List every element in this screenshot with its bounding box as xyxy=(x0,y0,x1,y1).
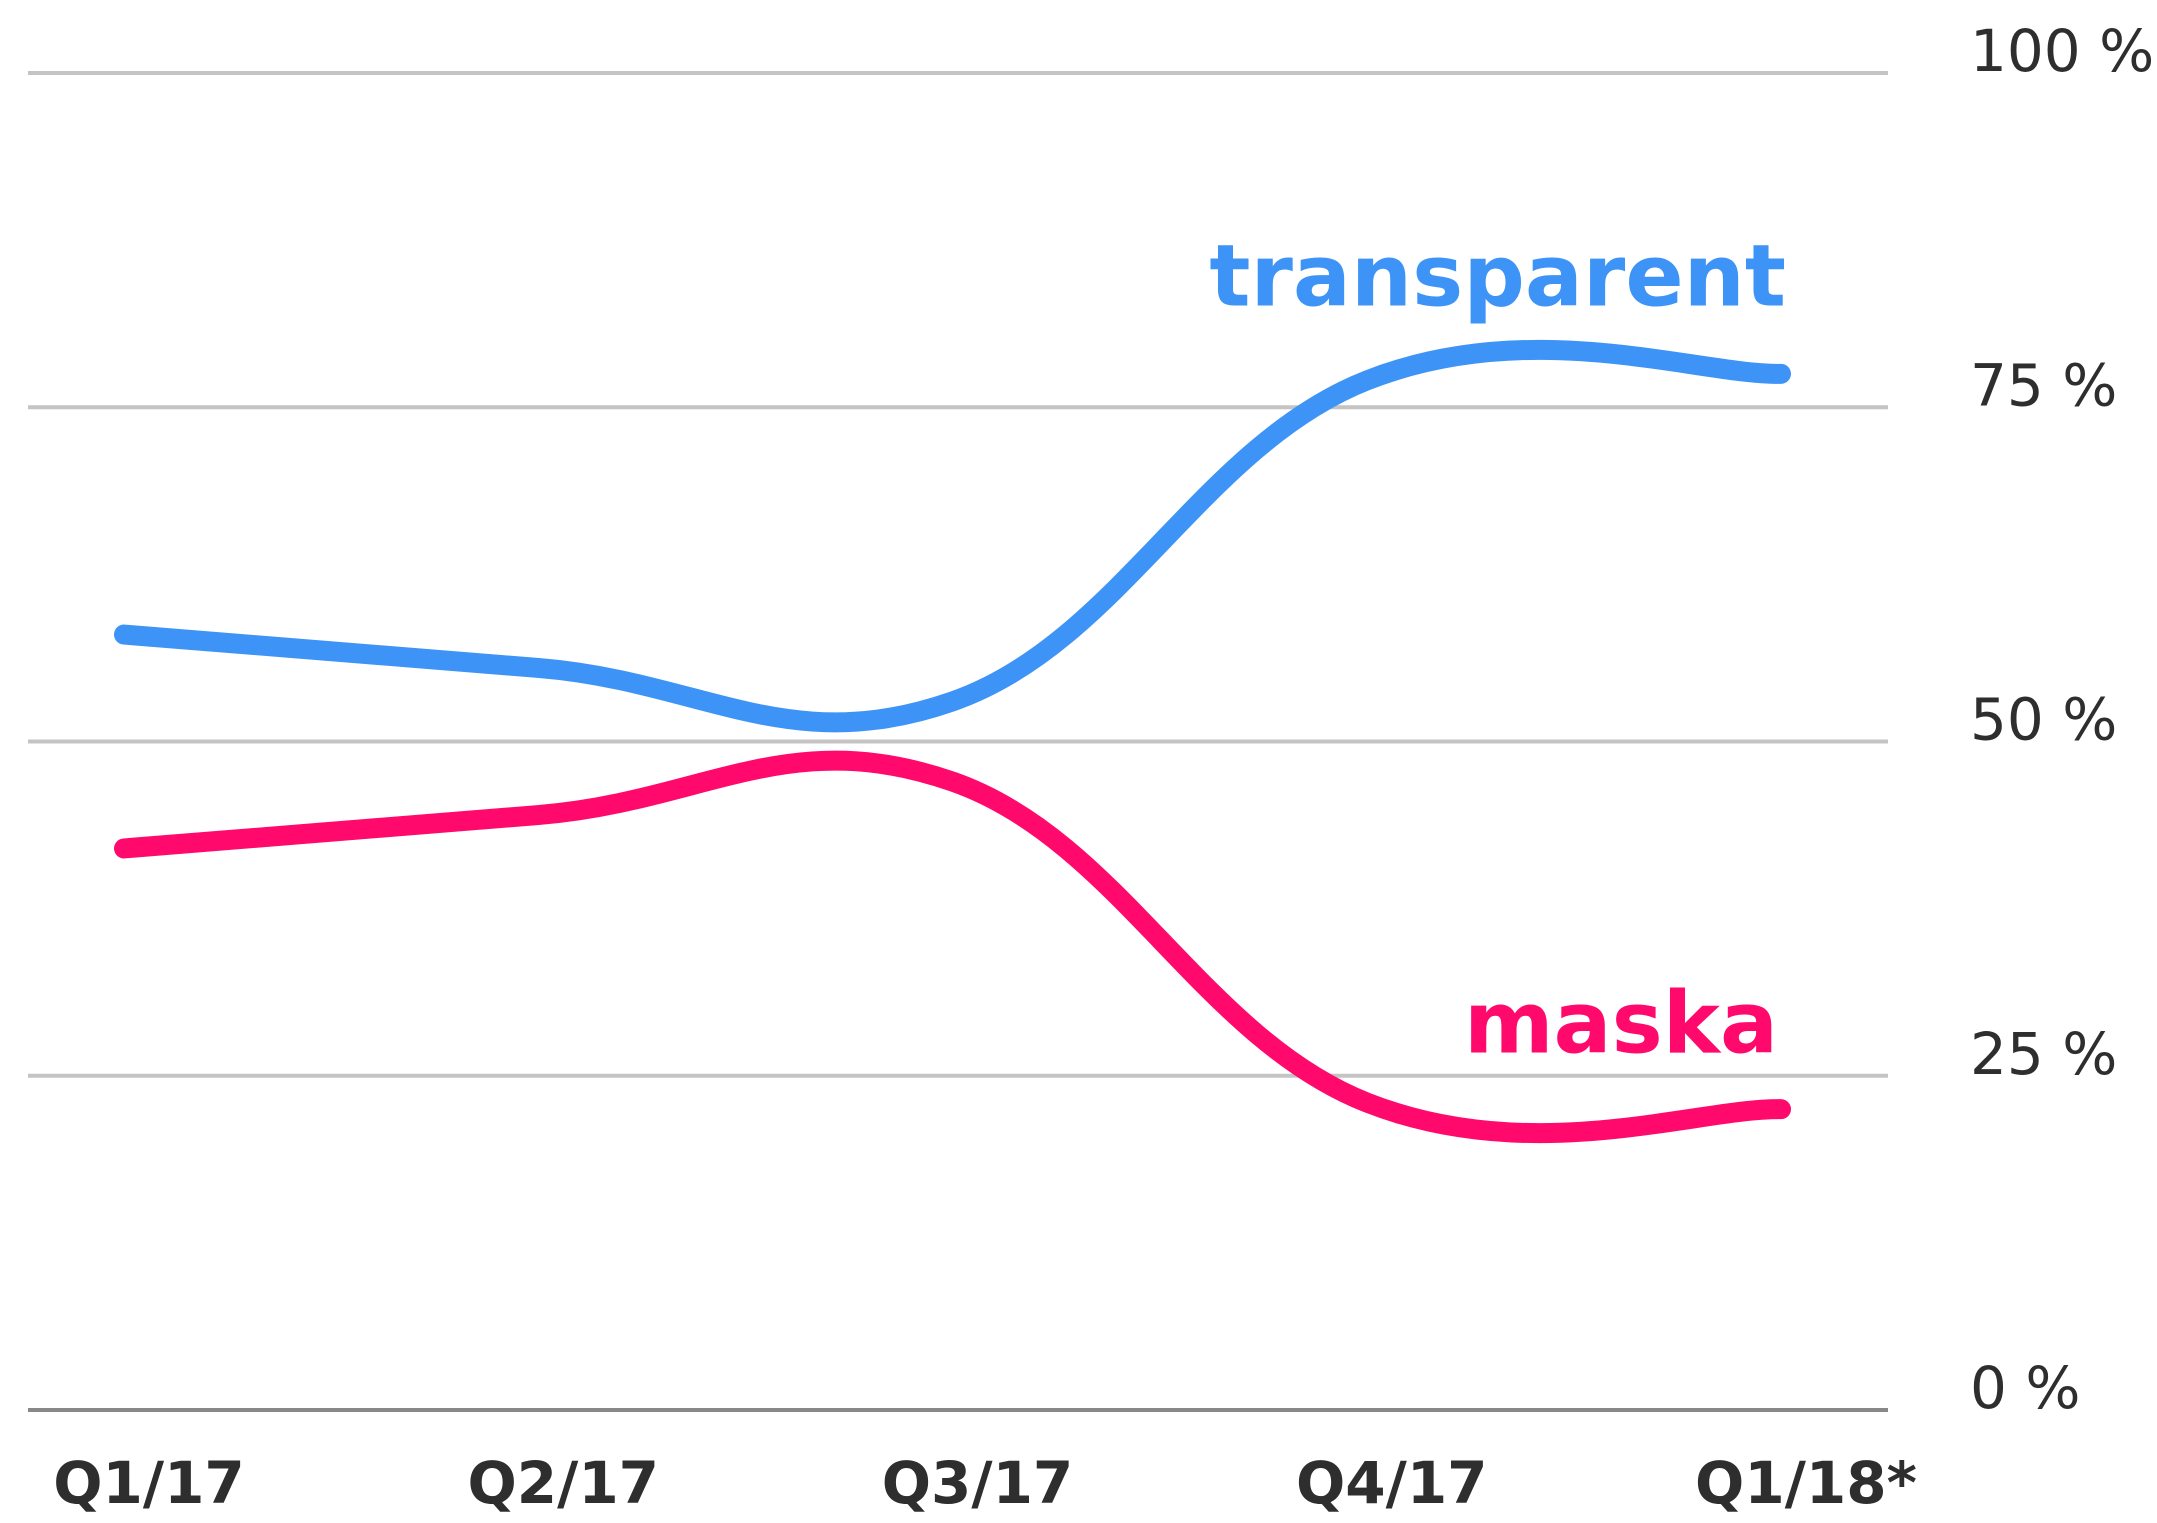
series-label: transparent xyxy=(1209,226,1786,326)
series-line xyxy=(114,750,1791,1144)
series-label: maska xyxy=(1464,973,1778,1073)
y-tick-label: 100 % xyxy=(1970,17,2154,85)
x-tick-label: Q1/17 xyxy=(53,1449,245,1517)
y-tick-label: 25 % xyxy=(1970,1020,2117,1088)
y-tick-label: 0 % xyxy=(1970,1354,2080,1422)
x-tick-label: Q1/18* xyxy=(1695,1449,1917,1517)
y-tick-label: 50 % xyxy=(1970,686,2117,754)
x-tick-label: Q4/17 xyxy=(1296,1449,1488,1517)
series-line xyxy=(114,339,1791,733)
y-tick-label: 75 % xyxy=(1970,351,2117,419)
x-tick-label: Q3/17 xyxy=(882,1449,1074,1517)
x-tick-label: Q2/17 xyxy=(467,1449,659,1517)
